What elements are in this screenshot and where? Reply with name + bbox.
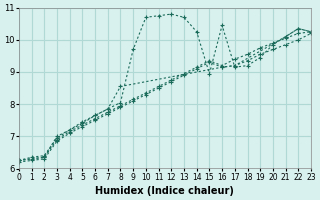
X-axis label: Humidex (Indice chaleur): Humidex (Indice chaleur) xyxy=(95,186,234,196)
